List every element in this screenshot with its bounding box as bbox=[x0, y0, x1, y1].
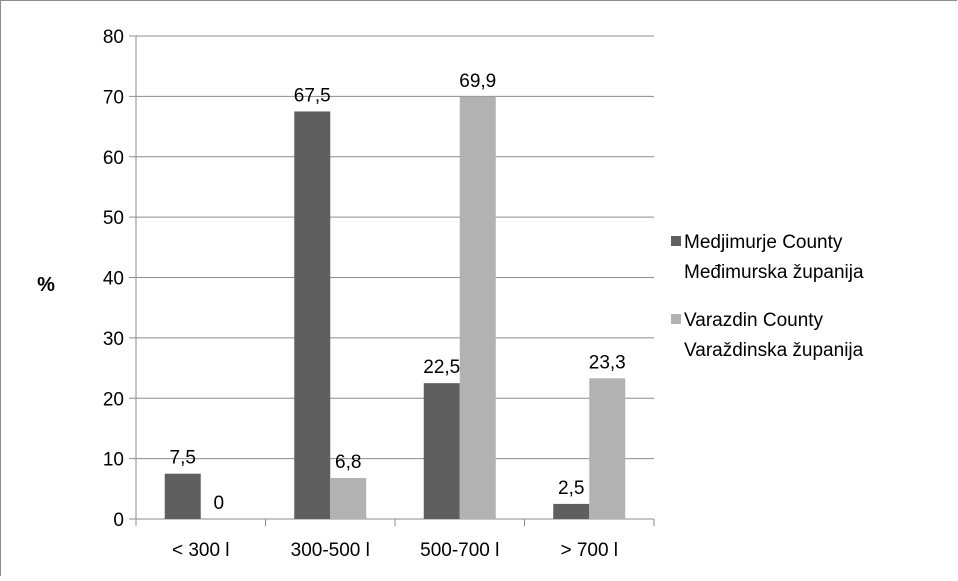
data-label: 0 bbox=[213, 493, 224, 514]
y-tick-label: 70 bbox=[103, 87, 124, 108]
y-tick-label: 0 bbox=[113, 510, 124, 531]
bar bbox=[330, 477, 367, 519]
data-label: 69,9 bbox=[459, 71, 496, 92]
bar bbox=[553, 503, 590, 519]
legend-label: Varaždinska županija bbox=[684, 340, 864, 361]
bars bbox=[164, 96, 626, 519]
bar bbox=[459, 96, 496, 519]
legend-swatch bbox=[671, 236, 681, 246]
data-label: 7,5 bbox=[170, 448, 196, 469]
y-axis-label: % bbox=[37, 274, 55, 296]
gridlines bbox=[136, 35, 654, 460]
data-label: 22,5 bbox=[423, 357, 460, 378]
legend-swatch bbox=[671, 314, 681, 324]
legend-label: Međimurska županija bbox=[684, 262, 864, 283]
bar bbox=[294, 111, 331, 519]
y-tick-label: 20 bbox=[103, 389, 124, 410]
data-labels: 7,5 67,5 22,5 2,5 0 6,8 69,9 23,3 bbox=[170, 71, 626, 514]
data-label: 2,5 bbox=[558, 478, 584, 499]
y-tick-label: 50 bbox=[103, 208, 124, 229]
x-tick-label: 300-500 l bbox=[291, 540, 370, 561]
x-tick-label: > 700 l bbox=[560, 540, 618, 561]
data-label: 23,3 bbox=[589, 352, 626, 373]
bar bbox=[164, 473, 201, 519]
legend-label: Medjimurje County bbox=[684, 232, 843, 253]
y-tick-label: 30 bbox=[103, 329, 124, 350]
legend-label: Varazdin County bbox=[684, 310, 824, 331]
y-tick-label: 80 bbox=[103, 27, 124, 48]
axes: 0 10 20 30 40 50 60 70 80 < 300 l 300-500 l 500-700… bbox=[103, 27, 655, 561]
legend: Medjimurje County Međimurska županija Vara… bbox=[671, 232, 864, 361]
data-label: 67,5 bbox=[294, 85, 331, 106]
y-tick-label: 10 bbox=[103, 450, 124, 471]
data-label: 6,8 bbox=[335, 452, 361, 473]
x-tick-label: 500-700 l bbox=[420, 540, 499, 561]
bar bbox=[423, 383, 460, 519]
x-tick-label: < 300 l bbox=[172, 540, 230, 561]
bar bbox=[589, 378, 626, 519]
y-tick-label: 40 bbox=[103, 269, 124, 290]
y-tick-label: 60 bbox=[103, 148, 124, 169]
